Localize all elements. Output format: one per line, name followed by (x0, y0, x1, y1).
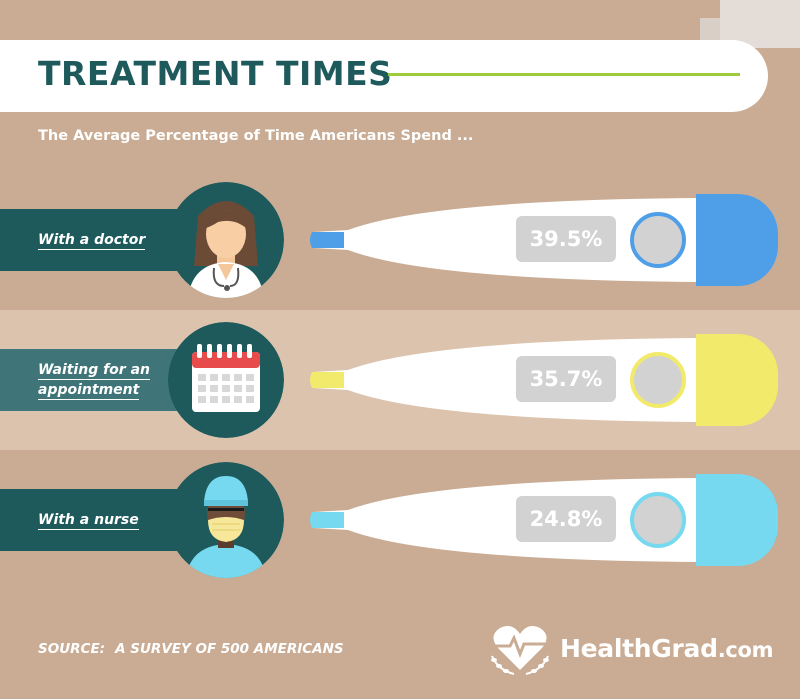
source-note: SOURCE: A SURVEY OF 500 AMERICANS (38, 641, 344, 657)
title-banner (0, 40, 768, 112)
source-text: A SURVEY OF 500 AMERICANS (115, 641, 344, 657)
row-label-box: With a nurse (0, 489, 190, 551)
thermometer-dial (630, 352, 686, 408)
row-label-box: Waiting for an appointment (0, 349, 190, 411)
thermometer-gauge: 24.8% (308, 474, 778, 566)
heart-laurel-icon (491, 626, 549, 675)
page-subtitle: The Average Percentage of Time Americans… (38, 128, 474, 144)
page-title: TREATMENT TIMES (38, 54, 393, 93)
title-rule (388, 73, 740, 76)
row-label-box: With a doctor (0, 209, 190, 271)
percent-value: 35.7% (516, 356, 616, 402)
nurse-icon (168, 462, 284, 578)
row-label: Waiting for an appointment (38, 362, 150, 400)
stat-row-doctor: With a doctor 39.5% (0, 170, 800, 310)
row-label: With a doctor (38, 232, 146, 250)
percent-value: 24.8% (516, 496, 616, 542)
row-label: With a nurse (38, 512, 139, 530)
thermometer-cap (696, 334, 778, 426)
thermometer-gauge: 39.5% (308, 194, 778, 286)
brand-logo: HealthGrad.com (484, 622, 774, 676)
source-label: SOURCE: (38, 641, 106, 657)
thermometer-gauge: 35.7% (308, 334, 778, 426)
thermometer-cap (696, 194, 778, 286)
percent-value: 39.5% (516, 216, 616, 262)
stat-row-waiting: Waiting for an appointment (0, 310, 800, 450)
thermometer-cap (696, 474, 778, 566)
stat-row-nurse: With a nurse 24.8% (0, 450, 800, 590)
doctor-icon (168, 182, 284, 298)
brand-name: HealthGrad.com (560, 634, 774, 663)
calendar-icon (168, 322, 284, 438)
thermometer-dial (630, 212, 686, 268)
thermometer-dial (630, 492, 686, 548)
